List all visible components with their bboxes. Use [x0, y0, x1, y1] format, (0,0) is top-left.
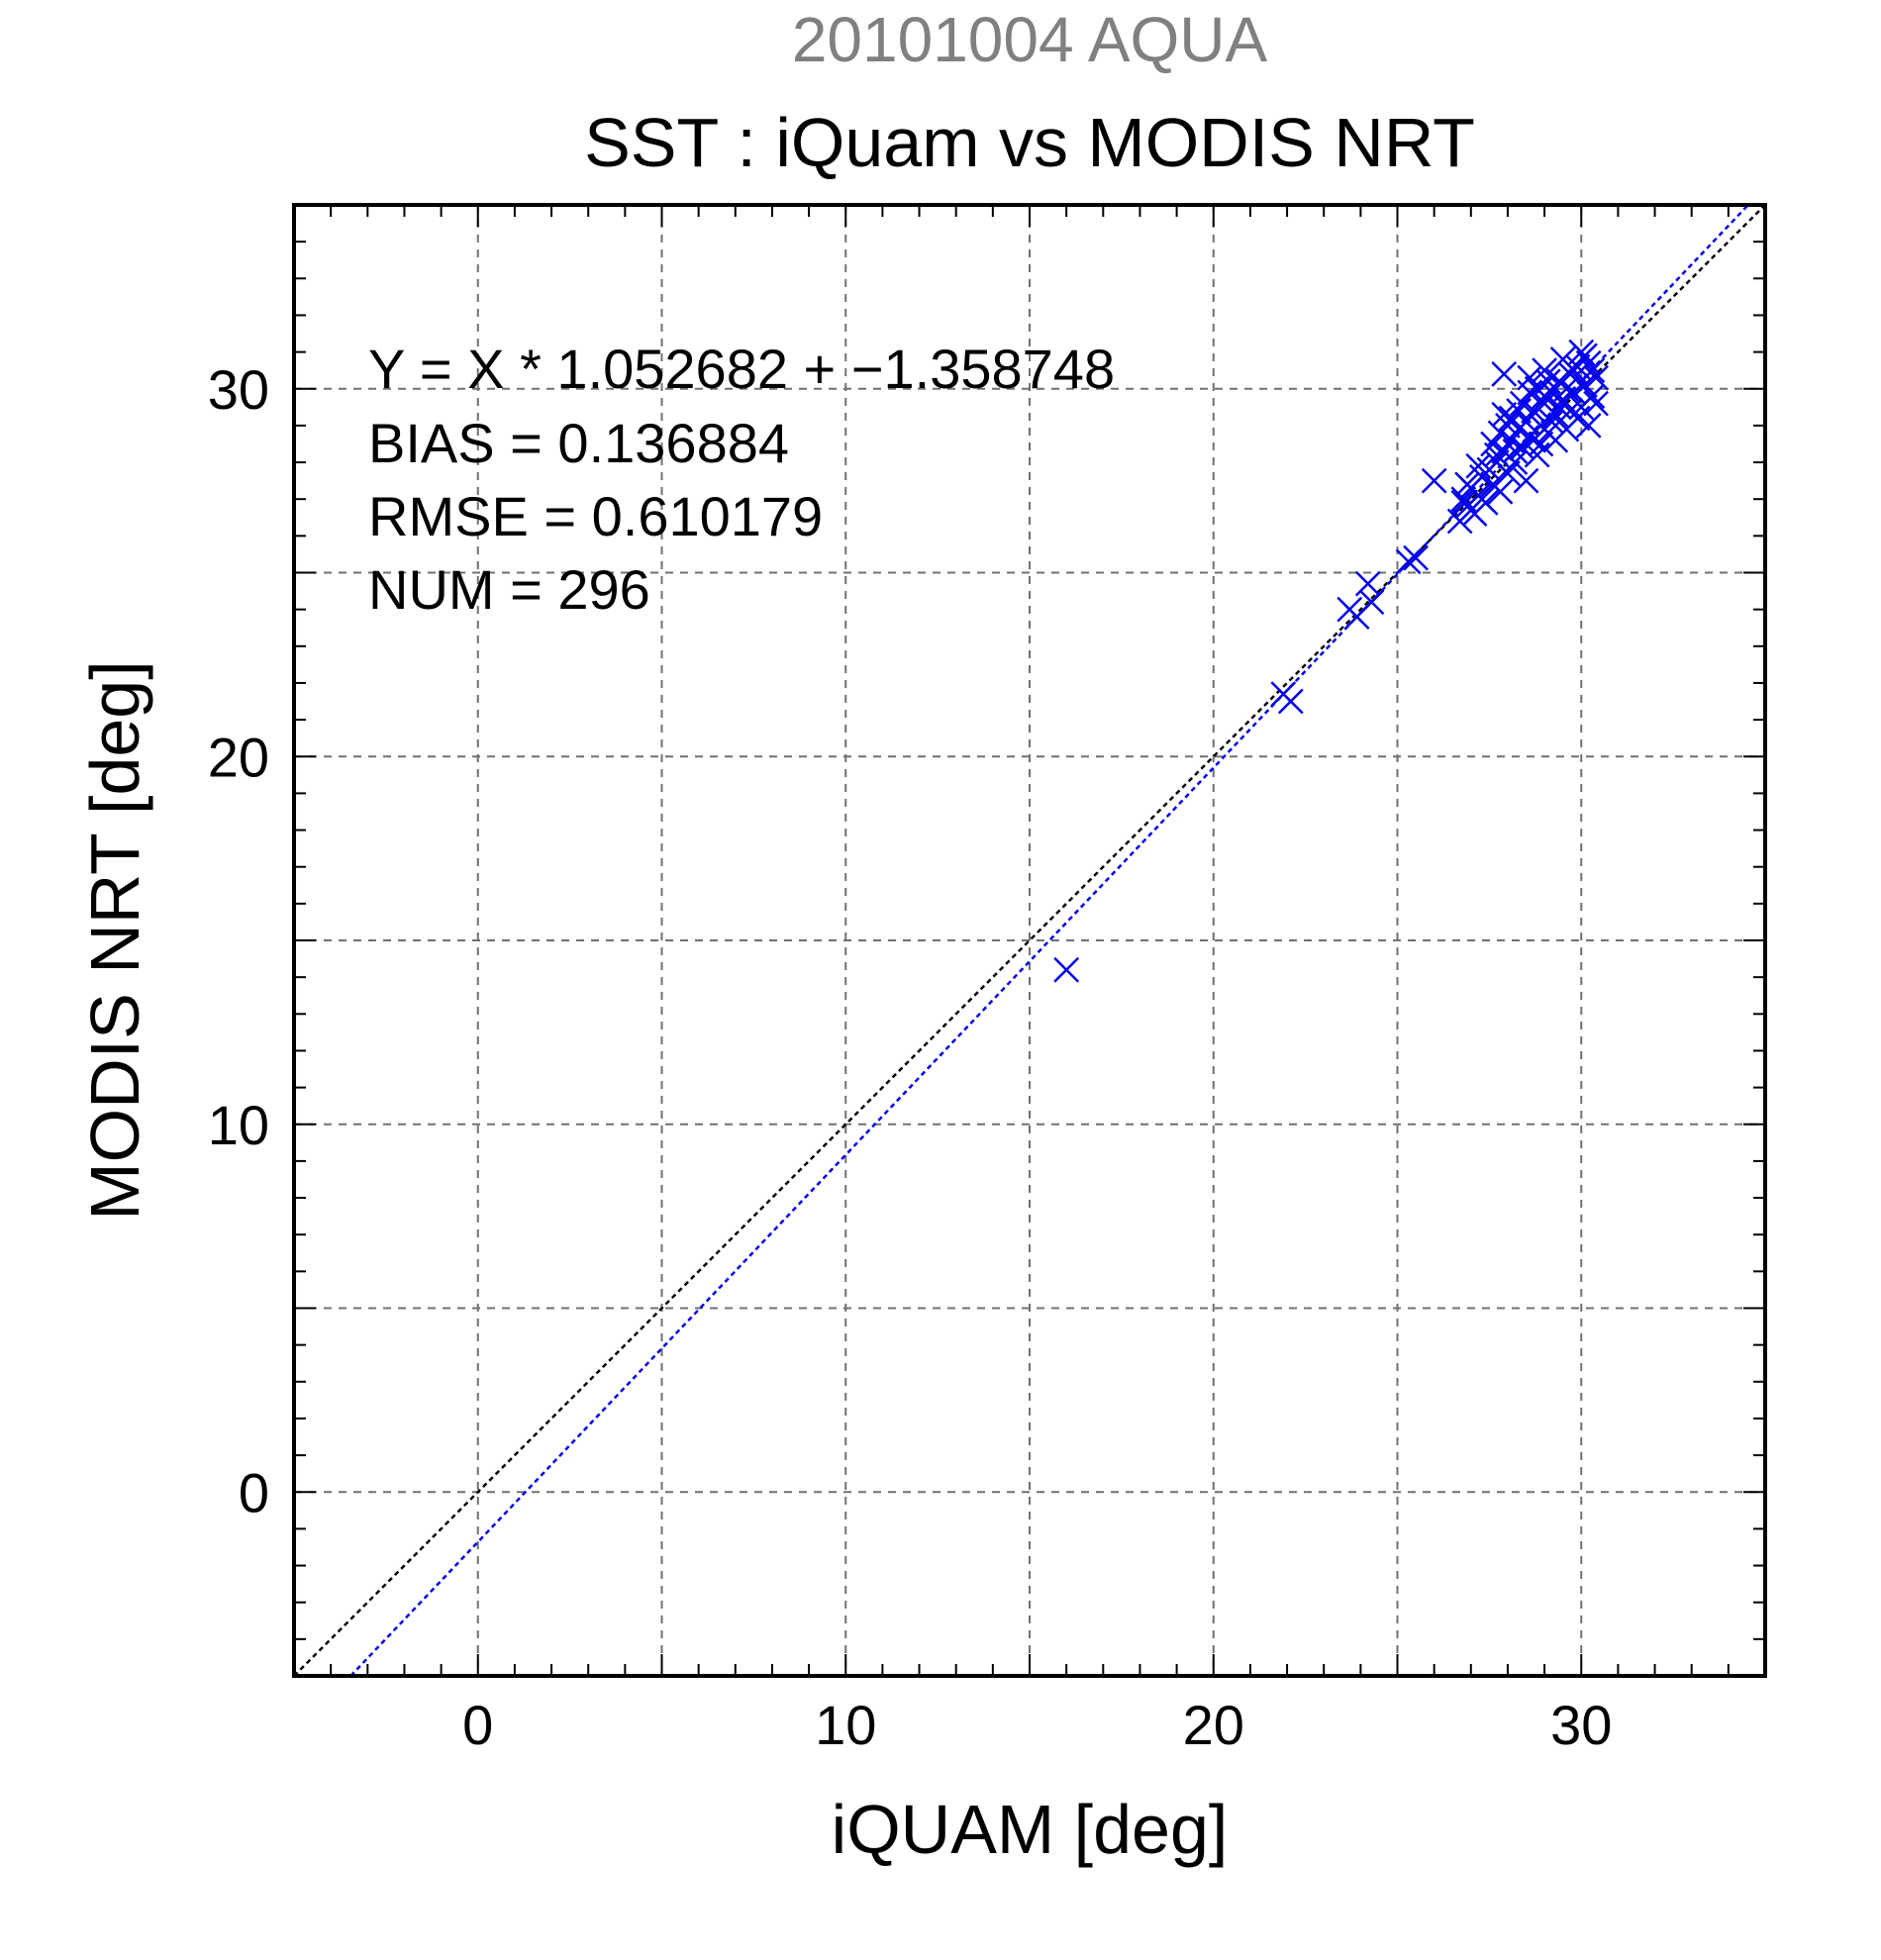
scatter-point: [1579, 357, 1606, 384]
scatter-point: [1560, 357, 1587, 384]
scatter-point: [1495, 460, 1521, 487]
scatter-point: [1487, 478, 1514, 505]
y-tick-labels: 0 10 20 30: [208, 358, 269, 1524]
scatter-point: [1358, 589, 1385, 616]
stats-rmse: RMSE = 0.610179: [368, 485, 823, 547]
chart-supertitle: 20101004 AQUA: [792, 4, 1268, 75]
stats-equation: Y = X * 1.052682 + −1.358748: [368, 338, 1115, 400]
x-tick-label: 0: [462, 1694, 493, 1756]
scatter-point: [1465, 452, 1492, 479]
x-tick-label: 20: [1183, 1694, 1244, 1756]
plot-frame: [292, 203, 1767, 1678]
chart-title: SST : iQuam vs MODIS NRT: [584, 104, 1475, 181]
scatter-point: [1483, 441, 1510, 468]
y-tick-label: 10: [208, 1094, 269, 1156]
scatter-point: [1450, 486, 1477, 513]
scatter-point: [1521, 427, 1546, 453]
data-points: [1053, 339, 1609, 983]
scatter-point: [1542, 427, 1569, 453]
grid-lines: [294, 205, 1765, 1676]
stats-box: Y = X * 1.052682 + −1.358748 BIAS = 0.13…: [368, 338, 1115, 621]
scatter-point: [1053, 956, 1080, 983]
scatter-point: [1495, 413, 1521, 439]
scatter-point: [1534, 368, 1561, 395]
scatter-point: [1421, 467, 1447, 494]
scatter-point: [1509, 390, 1535, 417]
y-tick-label: 20: [208, 726, 269, 788]
x-tick-label: 10: [815, 1694, 876, 1756]
x-tick-labels: 0 10 20 30: [462, 1694, 1612, 1756]
scatter-point: [1457, 497, 1484, 524]
x-tick-label: 30: [1550, 1694, 1612, 1756]
scatter-point: [1454, 471, 1480, 498]
scatter-point: [1491, 361, 1518, 387]
scatter-point: [1546, 394, 1572, 421]
scatter-point: [1528, 431, 1554, 457]
scatter-point: [1575, 413, 1602, 439]
scatter-point: [1583, 364, 1609, 391]
scatter-point: [1568, 339, 1595, 365]
scatter-point: [1277, 688, 1304, 715]
y-tick-label: 0: [239, 1461, 269, 1523]
stats-num: NUM = 296: [368, 558, 650, 621]
y-axis-label: MODIS NRT [deg]: [76, 660, 153, 1220]
stats-bias: BIAS = 0.136884: [368, 412, 789, 474]
scatter-point: [1542, 401, 1569, 428]
scatter-point: [1498, 405, 1525, 432]
scatter-point: [1553, 375, 1580, 402]
y-tick-label: 30: [208, 358, 269, 421]
scatter-point: [1532, 383, 1557, 410]
scatter-point: [1354, 570, 1381, 597]
scatter-point: [1502, 449, 1529, 475]
scatter-point: [1395, 548, 1422, 575]
scatter-point: [1583, 390, 1609, 417]
x-axis-label: iQUAM [deg]: [832, 1791, 1229, 1868]
scatter-point: [1403, 544, 1429, 571]
scatter-point: [1575, 349, 1602, 376]
scatter-point: [1513, 467, 1539, 494]
